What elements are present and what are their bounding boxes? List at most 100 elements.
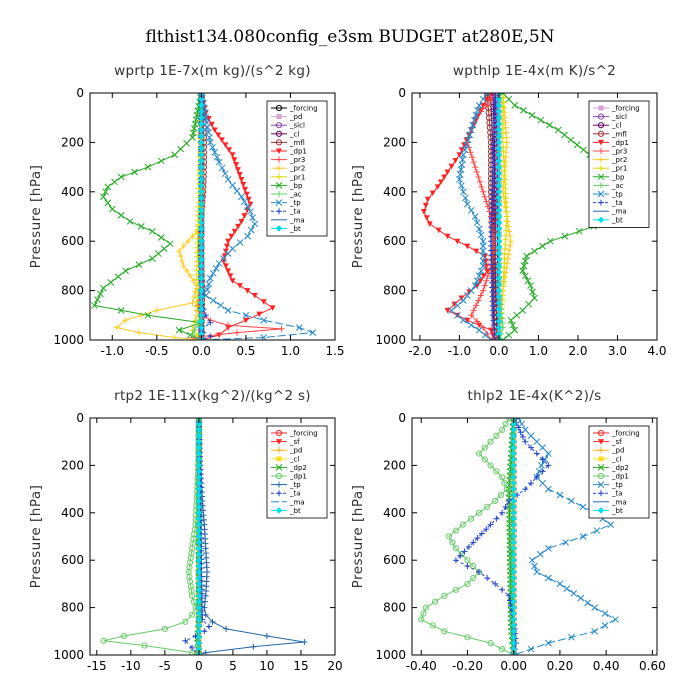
series-point-bp	[91, 302, 98, 309]
series-point-bt	[495, 194, 503, 202]
series-point-tp	[479, 257, 487, 265]
series-point-bt	[495, 238, 503, 245]
series-point-tp	[471, 213, 479, 220]
x-tick-label: 0.0	[192, 344, 211, 358]
series-point-bt	[198, 108, 205, 115]
series-point-dp1	[493, 432, 500, 439]
series-point-pr3	[478, 183, 485, 190]
series-point-bt	[495, 102, 503, 109]
series-point-tp	[545, 450, 552, 457]
legend-marker	[276, 208, 282, 215]
series-point-bp	[107, 279, 115, 286]
series-point-dp1	[452, 158, 459, 164]
series-point-bt	[195, 645, 203, 653]
y-tick-label: 1000	[53, 648, 84, 662]
series-point-tp	[205, 280, 213, 288]
series-point-dp1	[420, 209, 427, 215]
series-point-dp1	[236, 172, 243, 178]
series-point-pr3	[477, 292, 484, 299]
figure-title: flthist134.080config_e3sm BUDGET at280E,…	[145, 27, 554, 47]
series-point-dp1	[228, 233, 235, 240]
series-point-bp	[509, 321, 517, 329]
series-point-bp	[519, 307, 526, 314]
legend-marker	[597, 464, 605, 471]
series-point-bt	[510, 610, 517, 617]
series-point-dp1	[451, 301, 458, 308]
series-point-ta	[519, 433, 526, 440]
series-point-bt	[195, 604, 203, 611]
legend-marker	[597, 507, 605, 514]
series-point-bt	[195, 509, 203, 516]
y-tick-label: 400	[383, 185, 406, 199]
series-point-tp	[538, 462, 545, 469]
series-point-tp	[528, 556, 536, 564]
series-point-tp	[198, 336, 205, 340]
series-point-bt	[198, 102, 205, 109]
series-point-tp	[247, 226, 255, 234]
legend-marker	[598, 148, 604, 154]
series-point-pr3	[484, 102, 491, 109]
series-point-tp	[479, 247, 487, 255]
x-tick-label: 5	[229, 659, 237, 673]
series-point-tp	[458, 182, 465, 189]
series-point-tp	[461, 146, 469, 154]
series-point-tp	[238, 193, 245, 201]
series-point-bt	[510, 639, 517, 647]
series-point-tp	[471, 116, 478, 124]
series-point-dp1	[222, 263, 229, 269]
series-point-dp1	[424, 196, 431, 203]
series-point-dp1	[441, 592, 448, 599]
series-point-bt	[195, 533, 203, 540]
series-point-bp	[117, 307, 125, 314]
series-point-bp	[521, 272, 529, 280]
series-point-bt	[510, 562, 517, 570]
series-point-bt	[195, 610, 203, 617]
series-point-pr3	[473, 169, 480, 176]
legend-label: _dp2	[611, 464, 629, 472]
series-point-bp	[531, 247, 538, 255]
y-tick-label: 800	[383, 284, 406, 298]
legend-label: _bt	[289, 507, 301, 515]
series-point-tp	[556, 491, 564, 499]
series-point-pr3	[476, 178, 483, 185]
series-point-tp	[568, 497, 575, 505]
series-point-dp1	[456, 152, 463, 158]
series-point-dp1	[497, 491, 505, 499]
series-point-pr2	[180, 262, 187, 269]
series-point-tp	[241, 198, 248, 206]
series-point-ac	[191, 327, 198, 334]
series-point-tp	[460, 316, 467, 324]
series-point-bt	[198, 275, 205, 282]
x-tick-label: 1.0	[529, 344, 548, 358]
legend-label: _ta	[289, 208, 301, 216]
series-point-bp	[183, 139, 190, 147]
series-point-pr2	[136, 329, 142, 336]
series-point-bp	[157, 157, 165, 165]
series-point-tp	[510, 651, 518, 655]
series-point-bt	[198, 318, 205, 325]
series-point-bt	[198, 114, 205, 121]
series-point-tp	[448, 307, 455, 314]
series-point-dp1	[470, 574, 477, 582]
series-point-pr2	[507, 242, 514, 249]
x-tick-label: 0.5	[236, 344, 255, 358]
x-tick-label: 3.0	[608, 344, 627, 358]
series-point-bt	[198, 151, 205, 158]
y-tick-label: 400	[61, 506, 84, 520]
series-point-bp	[529, 288, 536, 296]
series-point-bp	[100, 284, 107, 292]
series-point-bt	[495, 287, 503, 294]
series-point-bt	[195, 450, 203, 457]
legend: _forcing_pd_sicl_cl_mfl_dp1_pr3_pr2_pr1_…	[266, 100, 328, 237]
series-point-tp	[460, 188, 467, 196]
series-point-tp	[251, 220, 259, 228]
x-tick-label: 1.0	[281, 344, 300, 358]
legend-label: _dp2	[289, 464, 307, 472]
legend-marker	[275, 104, 283, 112]
series-point-tp	[556, 580, 564, 588]
series-point-dp1	[475, 450, 483, 457]
series-point-ta	[491, 337, 498, 340]
series-point-tp	[577, 594, 585, 602]
series-point-bp	[575, 227, 583, 235]
y-tick-label: 200	[61, 458, 84, 472]
